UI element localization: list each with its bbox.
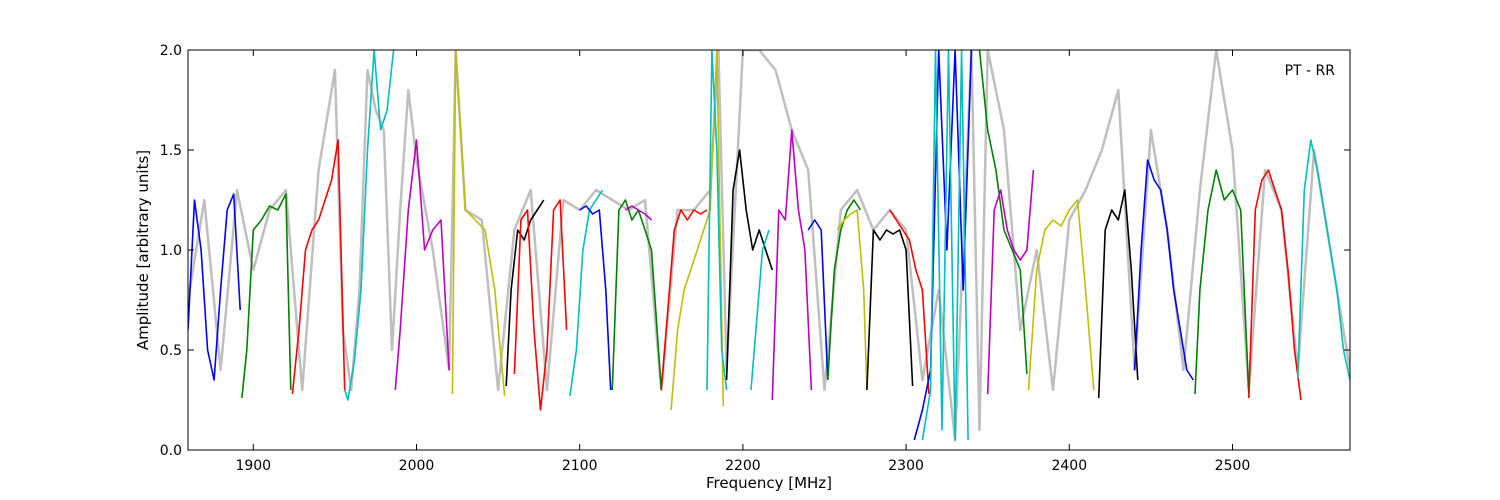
series-line-10 [579,205,612,391]
y-tick-label: 1.0 [160,243,182,259]
series-line-23 [889,209,930,395]
series-line-31 [1194,169,1250,395]
series-line-32 [1248,169,1302,401]
x-tick-label: 2200 [725,458,761,474]
series-line-6 [451,50,506,397]
background-trace-line [188,50,1350,442]
y-tick-label: 2.0 [160,43,182,59]
series-line-1 [188,193,241,381]
series-line-17 [750,229,770,391]
series-line-7 [505,199,545,387]
plot-annotation: PT - RR [1285,63,1336,79]
y-axis-ticks: 0.0 0.5 1.0 1.5 2.0 [160,43,1350,459]
series-line-11 [611,199,663,391]
series-line-15 [706,50,728,391]
x-axis-ticks: 1900 2000 2100 2200 2300 2400 2500 [235,50,1250,474]
x-axis-label: Frequency [MHz] [706,474,832,492]
series-line-24 [913,50,973,441]
series-line-22 [866,229,914,391]
y-tick-label: 0.5 [160,343,182,359]
x-tick-label: 1900 [235,458,271,474]
series-line-27 [986,169,1035,395]
series-line-4 [343,50,395,401]
background-trace-layer [188,50,1350,442]
x-tick-label: 2300 [888,458,924,474]
x-tick-label: 2400 [1051,458,1087,474]
series-line-2 [241,193,292,399]
series-line-9 [569,189,604,397]
x-tick-label: 2000 [399,458,435,474]
x-tick-label: 2100 [562,458,598,474]
plot-area [188,50,1350,450]
y-tick-label: 1.5 [160,143,182,159]
x-tick-label: 2500 [1215,458,1251,474]
series-line-3 [291,139,346,395]
series-line-5 [394,139,450,391]
series-line-29 [1097,189,1139,399]
series-layer [188,50,1350,441]
series-line-19 [807,219,829,381]
y-axis-label: Amplitude [arbitrary units] [134,150,152,350]
series-line-16 [725,149,774,381]
series-line-18 [771,129,813,401]
series-line-21 [836,209,868,391]
series-line-30 [1133,159,1194,381]
series-line-33 [1297,139,1350,381]
series-line-28 [1027,199,1095,391]
series-line-13 [660,209,708,391]
series-line-12 [624,205,653,221]
series-line-8 [513,199,568,411]
y-tick-label: 0.0 [160,443,182,459]
series-line-25 [921,50,969,441]
series-line-26 [978,50,1028,375]
